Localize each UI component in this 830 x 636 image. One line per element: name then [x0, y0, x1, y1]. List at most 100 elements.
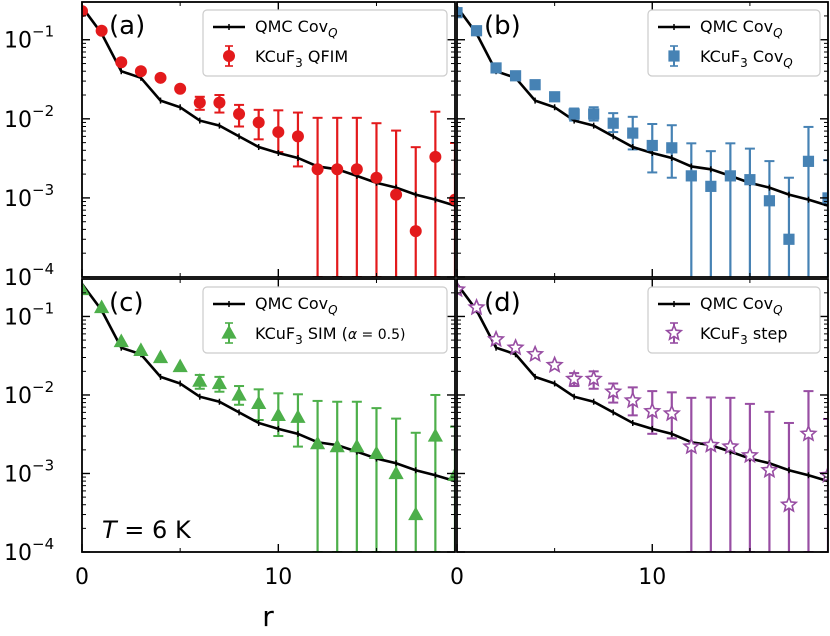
data-point	[193, 96, 206, 109]
y-tick-base: 10	[4, 462, 32, 487]
x-axis-title: r	[262, 600, 274, 633]
data-point	[350, 163, 363, 176]
y-tick-exponent: −2	[32, 102, 54, 120]
y-tick-label: 10−3	[4, 456, 54, 487]
data-point	[290, 409, 306, 423]
data-point	[95, 24, 108, 37]
data-point	[211, 375, 228, 390]
data-point	[486, 329, 506, 348]
panel-c: (c) QMC CovQ KCuF3 SIM (α = 0.5) T = 6 K	[81, 278, 456, 553]
legend-marker	[668, 50, 680, 62]
x-tick-label: 10	[638, 565, 666, 590]
data-point	[331, 163, 344, 176]
data-point	[643, 401, 662, 420]
legend-dataset-label: KCuF3 SIM (α = 0.5)	[255, 324, 405, 347]
y-tick-label: 10−1	[4, 299, 54, 330]
panel-b: (b) QMC CovQ KCuF3 CovQ	[456, 1, 829, 278]
data-point	[467, 297, 486, 316]
data-point	[701, 435, 721, 453]
y-tick-base: 10	[4, 108, 32, 133]
y-tick-label: 10−4	[4, 535, 54, 566]
legend-text-alpha: α	[348, 327, 358, 343]
plot-area	[457, 279, 828, 552]
legend-text-main: KCuF	[255, 47, 295, 66]
panel-frame	[81, 1, 456, 278]
x-tick-label: 10	[264, 565, 292, 590]
data-point	[457, 7, 463, 19]
legend-text-sub: Q	[773, 26, 782, 40]
data-point	[740, 445, 760, 464]
data-point	[192, 373, 208, 387]
data-point	[779, 495, 799, 513]
data-point	[231, 386, 247, 401]
legend-box	[202, 286, 448, 354]
legend-box	[647, 286, 821, 354]
data-point	[115, 56, 128, 69]
y-tick-base: 10	[4, 266, 32, 291]
axes-labels-layer: r 10−110−210−310−410−110−210−310−40 10 0 10	[4, 23, 666, 633]
legend-text-rest: QFIM	[303, 47, 348, 66]
data-point	[760, 460, 779, 479]
legend-box	[647, 9, 821, 77]
qmc-line	[457, 6, 828, 207]
legend-text-main: QMC Cov	[255, 17, 328, 36]
y-tick-exponent: −3	[32, 456, 54, 474]
data-point	[272, 126, 285, 139]
legend-box	[202, 9, 448, 77]
data-point	[721, 436, 740, 455]
y-tick-label: 10−1	[4, 23, 54, 54]
legend-text-sub: Q	[773, 303, 782, 317]
data-point	[818, 465, 828, 484]
data-point	[82, 5, 88, 18]
panel-a: (a) QMC CovQ KCuF3 QFIM	[81, 1, 456, 278]
legend-qmc-label: QMC CovQ	[700, 17, 783, 40]
data-point	[509, 70, 522, 82]
data-point	[408, 506, 424, 521]
legend-dataset-label: KCuF3 CovQ	[700, 47, 793, 70]
y-tick-base: 10	[4, 384, 32, 409]
data-point	[349, 438, 365, 453]
y-tick-label: 10−2	[4, 102, 54, 133]
data-point	[603, 382, 623, 400]
data-point	[646, 139, 658, 152]
data-point	[152, 349, 169, 364]
data-point	[370, 171, 383, 184]
legend-qmc-label: QMC CovQ	[255, 17, 338, 40]
panel-label: (b)	[484, 11, 521, 41]
data-point	[252, 116, 265, 129]
legend-qmc-label: QMC CovQ	[700, 294, 783, 317]
y-tick-exponent: −3	[32, 181, 54, 199]
panel-frame	[456, 1, 829, 278]
data-point	[390, 188, 403, 201]
data-point	[705, 180, 717, 192]
data-point	[429, 150, 442, 163]
legend-text-alpha-rest: = 0.5)	[357, 327, 405, 343]
legend-text-rest-sub: Q	[783, 56, 792, 70]
data-point	[94, 299, 110, 314]
legend-text-sub: Q	[328, 26, 337, 40]
y-tick-exponent: −4	[32, 260, 54, 278]
y-tick-base: 10	[4, 29, 32, 54]
data-point	[154, 71, 167, 84]
legend-text-rest: Cov	[748, 47, 784, 66]
plot-area	[82, 3, 455, 277]
data-point	[113, 333, 129, 348]
data-point	[662, 403, 682, 422]
panel-label: (c)	[109, 288, 144, 318]
data-point	[627, 127, 639, 139]
panel-d: (d) QMC CovQ KCuF3 step	[456, 278, 829, 553]
data-point	[213, 96, 226, 109]
data-point	[490, 62, 502, 74]
legend-dataset-label: KCuF3 step	[700, 324, 787, 347]
y-tick-exponent: −2	[32, 378, 54, 396]
data-point	[311, 163, 324, 176]
data-point	[427, 428, 443, 442]
data-point	[724, 170, 736, 182]
data-point	[802, 155, 815, 167]
data-point	[172, 358, 188, 373]
legend-text-sub: 3	[740, 333, 748, 347]
data-point	[174, 82, 187, 95]
data-point	[309, 435, 326, 450]
y-tick-exponent: −1	[32, 23, 54, 41]
